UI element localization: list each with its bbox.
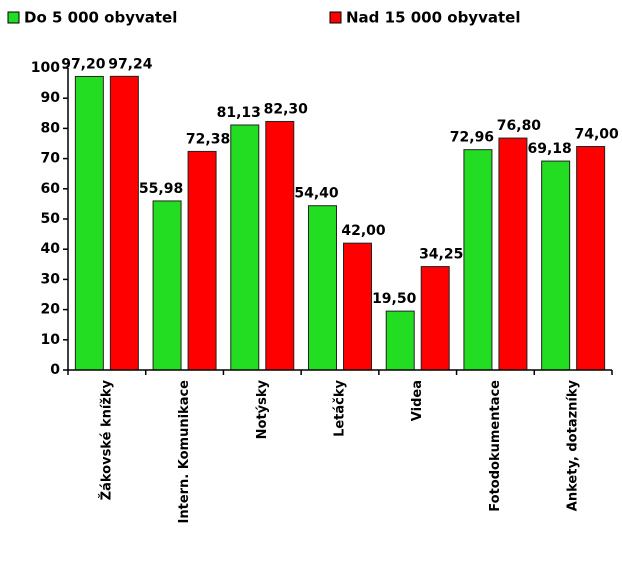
bar <box>308 205 337 371</box>
bar <box>152 200 182 371</box>
x-tick-label: Intern. Komunikace <box>177 380 192 524</box>
bar <box>463 149 493 371</box>
y-tick-label: 0 <box>50 362 60 378</box>
x-tick-label: Notýsky <box>255 379 270 439</box>
bar <box>265 120 295 371</box>
y-tick-label: 40 <box>41 241 61 257</box>
bar <box>230 124 260 371</box>
value-label: 97,20 <box>61 56 106 72</box>
y-tick-label: 10 <box>41 332 61 348</box>
bar <box>541 160 571 371</box>
bar <box>187 150 217 371</box>
bar <box>420 266 450 371</box>
bar <box>343 242 372 371</box>
legend-swatch <box>329 11 342 24</box>
x-tick-label: Videa <box>410 380 425 421</box>
bar <box>74 75 104 371</box>
x-tick-label: Fotodokumentace <box>488 380 503 512</box>
value-label: 69,18 <box>527 141 571 157</box>
value-label: 72,96 <box>450 130 494 146</box>
y-tick-label: 100 <box>31 60 60 76</box>
y-tick-label: 20 <box>41 302 61 318</box>
x-tick-label: Žákovské knížky <box>98 379 114 500</box>
value-label: 19,50 <box>372 291 417 307</box>
value-label: 97,24 <box>108 56 153 72</box>
bar <box>576 146 606 371</box>
y-tick-label: 70 <box>41 151 61 167</box>
value-label: 34,25 <box>419 247 463 263</box>
bar <box>109 75 139 371</box>
value-label: 55,98 <box>139 181 183 197</box>
value-label: 42,00 <box>341 223 386 239</box>
legend-swatch <box>7 11 20 24</box>
y-tick-label: 30 <box>41 271 61 287</box>
y-tick-label: 80 <box>41 120 61 136</box>
value-label: 82,30 <box>264 101 309 117</box>
bar <box>498 137 528 371</box>
x-tick-label: Letáčky <box>333 379 348 436</box>
value-label: 76,80 <box>497 118 542 134</box>
y-tick-label: 90 <box>41 90 61 106</box>
legend-label: Do 5 000 obyvatel <box>24 9 177 27</box>
y-tick-label: 60 <box>41 181 61 197</box>
value-label: 81,13 <box>217 105 261 121</box>
legend-label: Nad 15 000 obyvatel <box>346 9 520 27</box>
value-label: 74,00 <box>574 127 619 143</box>
value-label: 72,38 <box>186 131 230 147</box>
value-label: 54,40 <box>294 186 339 202</box>
y-tick-label: 50 <box>41 211 61 227</box>
x-tick-label: Ankety, dotazníky <box>566 379 581 511</box>
bar <box>385 310 415 371</box>
